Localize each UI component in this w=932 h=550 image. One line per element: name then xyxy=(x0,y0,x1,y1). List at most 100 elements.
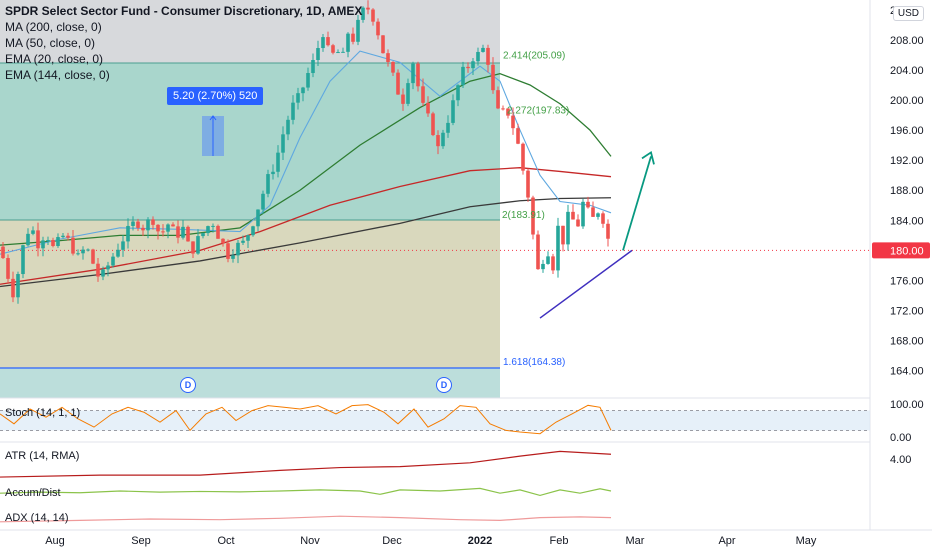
fib-level-label: 1.618(164.38) xyxy=(503,357,565,368)
price-range-measure-arrowhead xyxy=(209,115,217,121)
candle-body xyxy=(76,253,80,255)
candle-body xyxy=(216,225,220,239)
dividend-badge[interactable]: D xyxy=(180,377,196,393)
candle-body xyxy=(491,64,495,91)
candle-body xyxy=(136,221,140,228)
currency-selector[interactable]: USD xyxy=(892,6,924,21)
candle-body xyxy=(356,19,360,42)
price-axis-tick: 196.00 xyxy=(890,125,924,137)
candle-body xyxy=(336,52,340,54)
atr-pane-label[interactable]: ATR (14, RMA) xyxy=(5,450,80,462)
candle-body xyxy=(251,226,255,236)
candle-body xyxy=(66,235,70,238)
stoch-line xyxy=(0,404,612,435)
candle-body xyxy=(441,132,445,147)
candle-body xyxy=(16,274,20,298)
candle-body xyxy=(431,113,435,136)
indicator-ema20-label[interactable]: EMA (20, close, 0) xyxy=(5,52,104,66)
candle-body xyxy=(401,94,405,104)
price-axis-tick: 168.00 xyxy=(890,336,924,348)
candle-body xyxy=(191,241,195,254)
projection-arrowhead xyxy=(641,150,655,165)
candle-body xyxy=(366,7,370,10)
candle-body xyxy=(276,152,280,172)
atr-axis-tick: 4.00 xyxy=(890,454,911,466)
candle-body xyxy=(436,135,440,147)
candle-body xyxy=(421,86,425,103)
dividend-badge[interactable]: D xyxy=(436,377,452,393)
stoch-axis-tick: 0.00 xyxy=(890,432,911,444)
candle-body xyxy=(341,51,345,53)
projection-arrow xyxy=(622,156,652,251)
candle-body xyxy=(516,128,520,144)
indicator-ma50-label[interactable]: MA (50, close, 0) xyxy=(5,36,96,50)
candle-body xyxy=(166,224,170,232)
price-axis-tick: 184.00 xyxy=(890,215,924,227)
candle-body xyxy=(571,211,575,220)
indicator-ema144-label[interactable]: EMA (144, close, 0) xyxy=(5,68,110,82)
candle-body xyxy=(586,201,590,208)
candle-body xyxy=(211,225,215,227)
time-axis-tick: Nov xyxy=(300,535,320,547)
price-axis-tick: 192.00 xyxy=(890,155,924,167)
price-axis-tick: 208.00 xyxy=(890,35,924,47)
candle-body xyxy=(496,90,500,109)
candle-body xyxy=(446,122,450,133)
candle-body xyxy=(256,209,260,227)
zone-olive xyxy=(0,220,500,368)
price-range-measure-label: 5.20 (2.70%) 520 xyxy=(167,87,264,105)
candle-body xyxy=(91,249,95,264)
candle-body xyxy=(31,230,35,234)
candle-body xyxy=(196,236,200,254)
candle-body xyxy=(146,219,150,231)
candle-body xyxy=(26,233,30,246)
indicator-ma200-label[interactable]: MA (200, close, 0) xyxy=(5,20,102,34)
chart-title: SPDR Select Sector Fund - Consumer Discr… xyxy=(5,4,363,18)
price-axis-tick: 172.00 xyxy=(890,306,924,318)
candle-body xyxy=(296,93,300,103)
candle-body xyxy=(286,119,290,135)
candle-body xyxy=(416,63,420,87)
candle-body xyxy=(281,134,285,153)
candle-body xyxy=(121,241,125,250)
candle-body xyxy=(361,7,365,20)
candle-body xyxy=(21,245,25,275)
ema144-line xyxy=(0,167,612,285)
time-axis-tick: 2022 xyxy=(468,535,492,547)
candle-body xyxy=(456,85,460,101)
candle-body xyxy=(546,256,550,264)
candle-body xyxy=(601,213,605,224)
candle-body xyxy=(181,226,185,238)
time-axis-tick: May xyxy=(796,535,817,547)
stoch-pane-label[interactable]: Stoch (14, 1, 1) xyxy=(5,407,81,419)
price-axis-tick: 188.00 xyxy=(890,185,924,197)
candle-body xyxy=(226,243,230,259)
candle-body xyxy=(51,240,55,246)
candle-body xyxy=(576,219,580,227)
candle-body xyxy=(591,207,595,217)
candle-body xyxy=(271,171,275,175)
candle-body xyxy=(396,72,400,95)
candle-body xyxy=(581,201,585,227)
candle-body xyxy=(101,269,105,277)
candle-body xyxy=(6,258,10,279)
candle-body xyxy=(506,108,510,116)
candle-body xyxy=(126,225,130,242)
candle-body xyxy=(476,51,480,62)
candle-body xyxy=(351,33,355,42)
candle-body xyxy=(371,9,375,22)
candle-body xyxy=(86,249,90,251)
adx-pane-label[interactable]: ADX (14, 14) xyxy=(5,512,69,524)
candle-body xyxy=(556,225,560,271)
candle-body xyxy=(481,47,485,52)
atr-line xyxy=(0,450,612,478)
price-axis-tick: 204.00 xyxy=(890,65,924,77)
price-axis-tick: 176.00 xyxy=(890,275,924,287)
accum-dist-pane-label[interactable]: Accum/Dist xyxy=(5,487,61,499)
candle-body xyxy=(311,60,315,74)
candle-body xyxy=(406,83,410,104)
candle-body xyxy=(171,224,175,227)
candle-body xyxy=(471,61,475,69)
candle-body xyxy=(116,249,120,257)
